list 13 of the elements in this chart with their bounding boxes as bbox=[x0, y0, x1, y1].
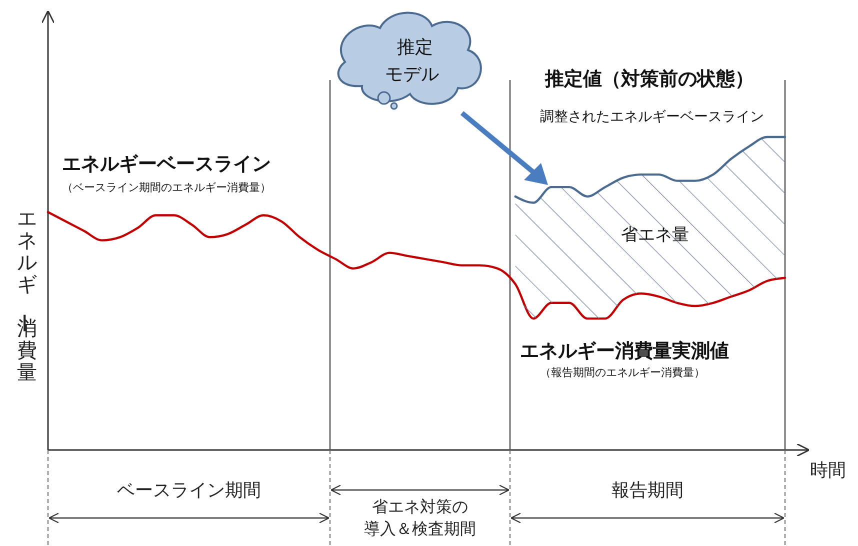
text: 調整されたエネルギーベースライン bbox=[540, 109, 764, 125]
y-axis-title: エネルギー消費量 bbox=[12, 206, 37, 384]
x-axis-title: 時間 bbox=[810, 460, 846, 481]
annotation: （ベースライン期間のエネルギー消費量） bbox=[62, 181, 271, 194]
text: ベースライン期間 bbox=[117, 480, 261, 501]
annotation: エネルギーベースライン bbox=[62, 153, 271, 175]
text: 報告期間 bbox=[612, 480, 684, 501]
text: 推定モデル bbox=[385, 37, 439, 85]
text: 推定値（対策前の状態） bbox=[544, 68, 754, 90]
annotation: エネルギー消費量実測値 bbox=[520, 340, 729, 362]
text: 省エネ対策の導入＆検査期間 bbox=[364, 497, 476, 538]
annotation: （報告期間のエネルギー消費量） bbox=[540, 366, 705, 379]
annotation: 省エネ量 bbox=[621, 225, 689, 245]
